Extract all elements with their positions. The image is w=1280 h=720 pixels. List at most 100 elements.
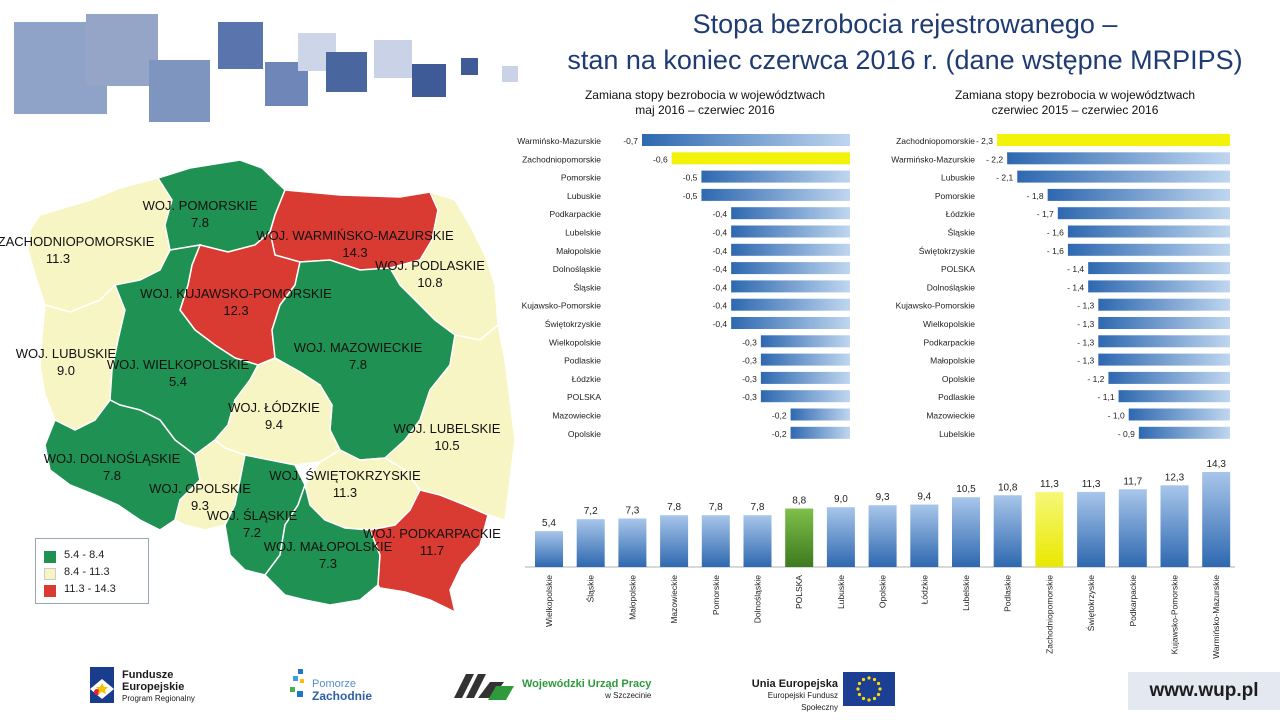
wup-icon bbox=[454, 674, 514, 700]
fe-text: Fundusze Europejskie Program Regionalny bbox=[122, 669, 195, 705]
bar bbox=[760, 335, 850, 348]
category-label: Podkarpackie bbox=[923, 337, 975, 347]
category-label: Podlaskie bbox=[1003, 575, 1013, 612]
category-label: Mazowieckie bbox=[669, 575, 679, 624]
bar bbox=[785, 508, 814, 567]
chart2-title: Zamiana stopy bezrobocia w województwach… bbox=[910, 88, 1240, 118]
eu-star bbox=[867, 698, 871, 702]
legend-swatch-green bbox=[44, 551, 56, 563]
map-region-label: WOJ. MAZOWIECKIE bbox=[294, 340, 423, 355]
data-label: -0,5 bbox=[683, 191, 698, 201]
legend-label: 11.3 - 14.3 bbox=[64, 583, 116, 595]
bar bbox=[1067, 243, 1230, 256]
bar bbox=[642, 134, 850, 146]
category-label: POLSKA bbox=[567, 392, 601, 402]
bar bbox=[1017, 170, 1230, 183]
data-label: -0,4 bbox=[712, 264, 727, 274]
category-label: Zachodniopomorskie bbox=[896, 136, 975, 146]
category-label: Małopolskie bbox=[556, 246, 601, 256]
bar bbox=[701, 515, 730, 567]
data-label: - 1,1 bbox=[1098, 392, 1115, 402]
bar bbox=[743, 515, 772, 567]
category-label: Świętokrzyskie bbox=[919, 245, 975, 256]
decor-square bbox=[374, 40, 412, 78]
fe-line2: Europejskie bbox=[122, 681, 185, 693]
data-label: -0,3 bbox=[742, 337, 757, 347]
category-label: Świętokrzyskie bbox=[545, 318, 601, 329]
bar bbox=[952, 497, 980, 567]
category-label: Podkarpackie bbox=[1128, 575, 1138, 627]
bar bbox=[1108, 371, 1230, 384]
bar bbox=[701, 170, 850, 183]
category-label: Świętokrzyskie bbox=[1085, 575, 1096, 631]
map-region-label: WOJ. ZACHODNIOPOMORSKIE bbox=[0, 234, 155, 249]
data-label: -0,4 bbox=[712, 319, 727, 329]
chart-yearly-change: Zachodniopomorskie - 2,3Warmińsko-Mazursk… bbox=[891, 134, 1230, 439]
eu-star bbox=[876, 681, 881, 686]
decor-square bbox=[461, 58, 478, 75]
map-region-label: WOJ. OPOLSKIE bbox=[149, 481, 251, 496]
data-label: - 0,9 bbox=[1118, 429, 1135, 439]
data-label: - 1,3 bbox=[1077, 356, 1094, 366]
data-label: -0,6 bbox=[653, 154, 668, 164]
map-region-malopolskie bbox=[264, 482, 381, 606]
website-link[interactable]: www.wup.pl bbox=[1128, 672, 1280, 710]
fe-icon bbox=[90, 667, 114, 703]
data-label: - 1,6 bbox=[1047, 228, 1064, 238]
legend-swatch-red bbox=[44, 585, 56, 597]
data-label: -0,4 bbox=[712, 246, 727, 256]
data-label: -0,3 bbox=[742, 356, 757, 366]
chart2-title-line2: czerwiec 2015 – czerwiec 2016 bbox=[991, 103, 1159, 117]
decor-square bbox=[412, 64, 446, 97]
data-label: - 1,3 bbox=[1077, 337, 1094, 347]
map-region-label: WOJ. KUJAWSKO-POMORSKIE bbox=[140, 286, 332, 301]
bar bbox=[660, 515, 689, 567]
chart2-title-line1: Zamiana stopy bezrobocia w województwach bbox=[954, 88, 1196, 102]
fundusze-europejskie-logo bbox=[88, 665, 116, 705]
data-label: - 1,4 bbox=[1067, 282, 1084, 292]
eu-star bbox=[878, 687, 882, 691]
data-label: -0,4 bbox=[712, 209, 727, 219]
category-label: Pomorskie bbox=[561, 173, 601, 183]
pomorze-zachodnie-logo bbox=[288, 667, 308, 705]
eu-star bbox=[857, 692, 862, 697]
map-region-value: 11.7 bbox=[420, 543, 444, 558]
category-label: Lubelskie bbox=[961, 575, 971, 611]
bar bbox=[826, 507, 855, 567]
category-label: Pomorskie bbox=[935, 191, 975, 201]
data-label: - 1,7 bbox=[1037, 209, 1054, 219]
map-region-label: WOJ. MAŁOPOLSKIE bbox=[264, 539, 393, 554]
fe-line1: Fundusze bbox=[122, 669, 174, 681]
wup-logo bbox=[452, 668, 516, 702]
category-label: Mazowieckie bbox=[926, 411, 975, 421]
bar bbox=[731, 298, 850, 311]
map-region-label: WOJ. LUBUSKIE bbox=[16, 346, 117, 361]
legend-swatch-cream bbox=[44, 568, 56, 580]
map-region-value: 7.3 bbox=[319, 556, 337, 571]
bar bbox=[790, 426, 850, 439]
data-label: - 2,1 bbox=[996, 173, 1013, 183]
bar bbox=[1088, 262, 1230, 275]
category-label: Łódzkie bbox=[572, 374, 602, 384]
bar bbox=[1098, 353, 1230, 366]
data-label: - 1,2 bbox=[1087, 374, 1104, 384]
bar bbox=[1202, 472, 1231, 567]
map-region-value: 7.8 bbox=[191, 215, 209, 230]
category-label: Śląskie bbox=[585, 575, 596, 603]
map-region-value: 9.0 bbox=[57, 363, 75, 378]
data-label: -0,4 bbox=[712, 228, 727, 238]
bar bbox=[731, 207, 850, 220]
chart-monthly-change: Warmińsko-Mazurskie -0,7 Zachodniopomorski… bbox=[517, 134, 850, 439]
data-label: - 2,3 bbox=[976, 136, 993, 146]
poland-map: WOJ. POMORSKIE 7.8 WOJ. ZACHODNIOPOMORSKIE… bbox=[0, 159, 516, 614]
category-label: Opolskie bbox=[878, 575, 888, 608]
category-label: Lubelskie bbox=[939, 429, 975, 439]
bar bbox=[1138, 426, 1230, 439]
category-label: Śląskie bbox=[574, 281, 602, 292]
category-label: Lubuskie bbox=[941, 173, 975, 183]
category-label: Kujawsko-Pomorskie bbox=[522, 301, 602, 311]
ue-text: Unia Europejska Europejski Fundusz Społe… bbox=[738, 678, 838, 714]
map-region-value: 14.3 bbox=[342, 245, 367, 260]
chart1-title-line2: maj 2016 – czerwiec 2016 bbox=[635, 103, 775, 117]
bar bbox=[1047, 188, 1230, 201]
